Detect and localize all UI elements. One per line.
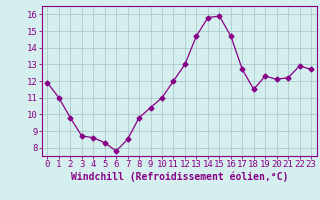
X-axis label: Windchill (Refroidissement éolien,°C): Windchill (Refroidissement éolien,°C) (70, 172, 288, 182)
